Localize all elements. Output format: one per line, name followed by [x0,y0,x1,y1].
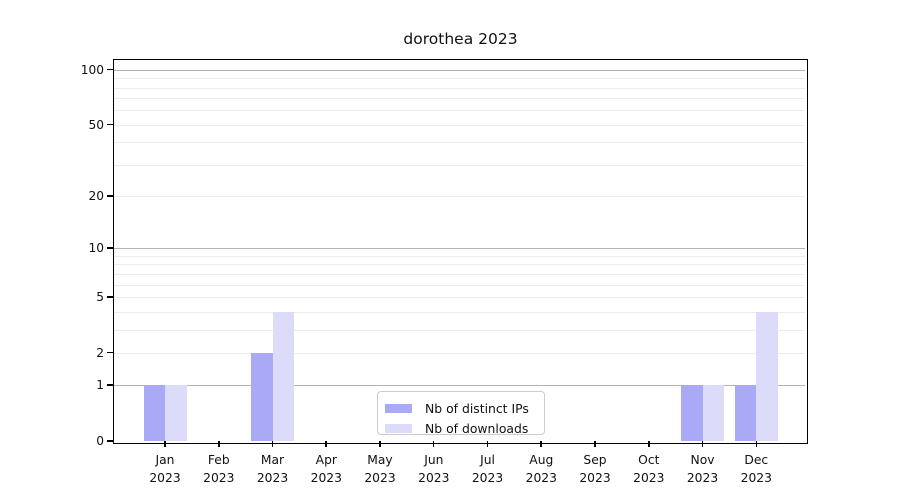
minor-gridline [114,87,805,89]
x-axis-tick [594,441,596,447]
y-axis-tick-label: 50 [88,117,104,132]
y-axis-tick [107,351,113,354]
minor-gridline [114,196,805,198]
x-axis-tick-label: May 2023 [364,453,396,485]
legend-item-downloads: Nb of downloads [385,418,544,438]
x-axis-tick-label: Apr 2023 [310,453,342,485]
x-axis-tick [486,441,489,447]
minor-gridline [114,255,805,257]
minor-gridline [114,311,805,313]
legend-swatch-distinct-ips-icon [385,403,412,413]
x-axis-tick [218,441,220,447]
x-axis-tick-label: Jan 2023 [149,453,181,485]
y-axis-tick-label: 0 [96,434,104,448]
x-axis-tick [271,441,274,447]
x-axis-tick-label: Jun 2023 [418,453,450,485]
x-axis-tick-label: Nov 2023 [686,453,719,485]
chart-title: dorothea 2023 [403,30,518,48]
x-axis-tick [755,441,758,447]
y-axis-tick [107,247,113,249]
y-axis-tick-label: 2 [96,345,104,360]
bar-nb-of-downloads [702,385,724,441]
minor-gridline [114,296,805,298]
x-axis-tick-label: Oct 2023 [633,453,665,485]
x-axis-tick [540,441,542,447]
x-axis-tick-label: Dec 2023 [740,453,772,485]
plot-area: 0 1 2 5 10 20 50 100 Jan 2023 Feb 2023 Mar 2023 Apr… [81,59,808,485]
x-axis-tick [701,441,704,447]
bar-nb-of-downloads [756,311,778,441]
x-axis-tick-label: Sep 2023 [579,453,611,485]
legend-swatch-downloads-icon [385,423,412,433]
bar-nb-of-distinct-ips [143,385,165,441]
y-axis-tick [107,296,113,298]
minor-gridline [114,273,805,275]
minor-gridline [114,164,805,166]
grid-layer [114,60,807,443]
minor-gridline [114,78,805,80]
x-axis-tick [379,441,381,447]
x-axis-tick [648,441,650,447]
y-axis-tick-label: 100 [80,62,104,77]
x-axis-tick-label: Mar 2023 [256,453,289,485]
major-gridline [114,69,805,71]
y-axis-tick [107,384,113,386]
y-axis-tick-label: 20 [88,189,104,204]
y-axis-tick [107,195,113,197]
bar-nb-of-downloads [272,311,294,441]
y-axis-tick [107,440,113,442]
minor-gridline [114,329,805,331]
x-axis-tick [164,441,166,447]
y-axis-tick [107,123,113,126]
legend-label-distinct-ips: Nb of distinct IPs [425,400,529,416]
y-axis-tick-label: 5 [96,289,104,304]
minor-gridline [114,264,805,266]
minor-gridline [114,124,805,126]
bars-layer [114,60,807,443]
minor-gridline [114,352,805,354]
x-axis-tick-label: Jul 2023 [471,453,504,485]
major-gridline [114,385,805,387]
x-axis-tick [325,441,327,447]
bar-nb-of-distinct-ips [681,385,703,441]
minor-gridline [114,98,805,100]
bar-nb-of-distinct-ips [734,385,757,441]
legend: Nb of distinct IPs Nb of downloads [377,391,545,438]
y-axis-tick-label: 1 [96,378,104,393]
bar-nb-of-downloads [165,385,187,441]
axis-layer: 0 1 2 5 10 20 50 100 Jan 2023 Feb 2023 Mar 2023 Apr… [81,60,807,485]
x-axis-tick-label: Feb 2023 [203,453,235,485]
minor-gridline [114,110,805,112]
bar-nb-of-distinct-ips [251,352,273,441]
minor-gridline [114,284,805,286]
y-axis-tick-label: 10 [88,241,104,256]
legend-item-distinct-ips: Nb of distinct IPs [385,398,544,418]
x-axis-tick-label: Aug 2023 [525,453,557,485]
legend-label-downloads: Nb of downloads [425,420,529,436]
minor-gridline [114,142,805,144]
x-axis-tick [432,441,435,447]
major-gridline [114,248,805,250]
y-axis-tick [107,68,113,71]
